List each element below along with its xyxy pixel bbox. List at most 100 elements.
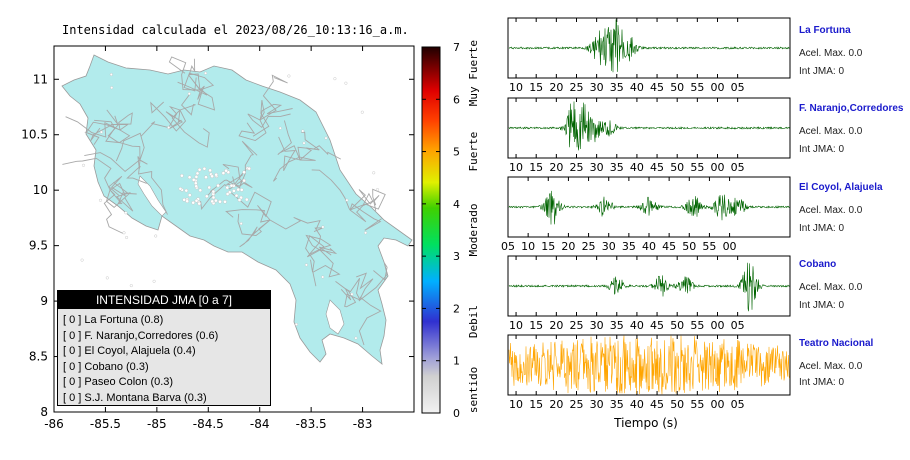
- city-point: [333, 77, 337, 81]
- city-point: [99, 130, 103, 134]
- city-point: [218, 199, 222, 204]
- seismogram-tick-label: 05: [501, 240, 515, 253]
- intensity-colorbar: 0 1 2 3 4 5 6 7 No sentido Debil Moderado Fuerte Mu…: [421, 40, 480, 420]
- road-line: [179, 93, 196, 116]
- city-point: [204, 175, 208, 179]
- seismogram-tick-label: 25: [582, 240, 596, 253]
- city-point: [234, 193, 239, 198]
- colorbar-tick-label: 7: [453, 41, 460, 54]
- colorbar-category-label: Muy Fuerte: [467, 40, 480, 106]
- road-line: [269, 216, 321, 230]
- seismogram-tick-label: 55: [690, 161, 704, 174]
- road-line: [239, 219, 271, 248]
- map-x-tick-label: -83.5: [296, 417, 327, 431]
- station-acel: Acel. Max. 0.0: [799, 126, 863, 137]
- city-point: [204, 71, 208, 75]
- city-point: [125, 235, 129, 239]
- colorbar-category-label: No sentido: [467, 367, 480, 420]
- seismogram-tick-label: 40: [630, 161, 644, 174]
- seismogram-tick-label: 10: [509, 319, 523, 332]
- city-point: [242, 178, 246, 183]
- map-y-tick-label: 11: [33, 72, 48, 86]
- road-line: [278, 136, 301, 172]
- road-line: [238, 119, 267, 141]
- seismogram-tick-label: 25: [569, 319, 583, 332]
- road-line: [231, 191, 272, 221]
- colorbar-category-label: Moderado: [467, 204, 480, 257]
- city-point: [242, 170, 246, 174]
- city-point: [194, 175, 199, 179]
- seismogram-tick-label: 50: [670, 161, 684, 174]
- station-int: Int JMA: 0: [799, 223, 845, 234]
- city-points: [80, 71, 380, 340]
- city-point: [195, 171, 200, 176]
- city-point: [193, 181, 198, 186]
- city-point: [152, 279, 156, 283]
- seismogram-trace: [508, 190, 790, 225]
- seismogram-tick-label: 55: [702, 240, 716, 253]
- road-line: [305, 235, 325, 273]
- city-point: [211, 195, 216, 200]
- road-line: [356, 272, 374, 302]
- station-int: Int JMA: 0: [799, 377, 845, 388]
- station-int: Int JMA: 0: [799, 66, 845, 77]
- road-line: [237, 213, 271, 236]
- city-point: [191, 178, 196, 182]
- city-point: [344, 81, 348, 85]
- colorbar-category-labels: No sentido Debil Moderado Fuerte Muy Fuerte: [467, 40, 480, 420]
- road-line: [165, 109, 184, 130]
- city-point: [178, 186, 183, 191]
- city-point: [98, 198, 102, 202]
- seismogram-tick-label: 45: [650, 398, 664, 411]
- map-x-tick-label: -85: [147, 417, 167, 431]
- seismogram-tick-label: 25: [569, 398, 583, 411]
- city-point: [154, 234, 158, 238]
- road-line: [103, 189, 124, 234]
- road-line: [312, 249, 341, 287]
- city-point: [198, 188, 203, 193]
- city-point: [124, 211, 128, 215]
- city-point: [105, 276, 109, 280]
- city-point: [324, 136, 328, 140]
- colorbar-tick-label: 3: [453, 250, 460, 263]
- seismogram-tick-label: 00: [723, 240, 737, 253]
- colorbar-tick-label: 2: [453, 302, 460, 315]
- seismogram-panel: 10 15 20 25 30 35 40 45 50 55 00 05: [507, 334, 791, 411]
- colorbar-ticks: 0 1 2 3 4 5 6 7: [422, 41, 460, 420]
- seismogram-tick-label: 35: [610, 398, 624, 411]
- road-line: [205, 179, 241, 198]
- seismogram-tick-label: 55: [690, 81, 704, 94]
- road-line: [259, 74, 288, 121]
- seismogram-tick-label: 00: [710, 161, 724, 174]
- seismogram-tick-label: 35: [622, 240, 636, 253]
- city-point: [216, 183, 220, 188]
- city-point: [109, 72, 113, 76]
- station-acel: Acel. Max. 0.0: [799, 205, 863, 216]
- map-x-tick-label: -86: [44, 417, 64, 431]
- station-acel: Acel. Max. 0.0: [799, 361, 863, 372]
- seismogram-tick-label: 30: [590, 398, 604, 411]
- seismogram-tick-label: 50: [670, 81, 684, 94]
- legend-item: [ 0 ] La Fortuna (0.8): [63, 314, 164, 326]
- map-x-tick-label: -83: [353, 417, 373, 431]
- road-line: [62, 157, 112, 191]
- city-point: [237, 198, 242, 202]
- road-line: [126, 156, 147, 184]
- city-point: [225, 192, 230, 196]
- city-point: [364, 231, 368, 235]
- colorbar-category-label: Fuerte: [467, 132, 480, 172]
- seismogram-tick-label: 20: [561, 240, 575, 253]
- seismogram-tick-label: 30: [590, 81, 604, 94]
- seismogram-tick-label: 40: [630, 81, 644, 94]
- intensity-legend: INTENSIDAD JMA [0 a 7] [ 0 ] La Fortuna …: [57, 290, 271, 406]
- city-point: [187, 92, 191, 96]
- seismogram-tick-label: 50: [670, 398, 684, 411]
- road-line: [114, 112, 133, 131]
- city-point: [202, 166, 207, 171]
- city-point: [360, 110, 364, 114]
- road-line: [168, 56, 201, 91]
- road-line: [108, 175, 127, 198]
- city-point: [372, 171, 376, 175]
- seismogram-tick-label: 15: [529, 81, 543, 94]
- road-line: [247, 113, 291, 128]
